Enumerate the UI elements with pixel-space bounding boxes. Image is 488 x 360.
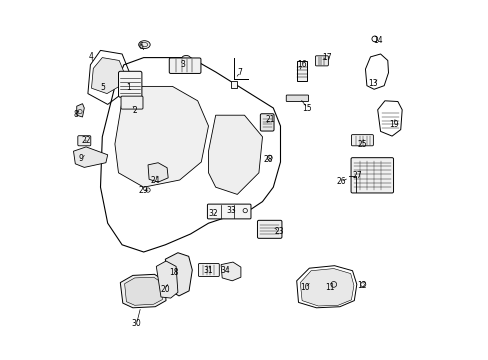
FancyBboxPatch shape [257, 220, 282, 238]
Text: 5: 5 [100, 83, 105, 92]
FancyBboxPatch shape [315, 56, 328, 66]
Text: 14: 14 [373, 36, 383, 45]
PathPatch shape [148, 163, 168, 182]
Text: 29: 29 [138, 186, 147, 195]
PathPatch shape [124, 277, 162, 305]
PathPatch shape [77, 104, 84, 117]
Text: 21: 21 [265, 115, 275, 124]
FancyBboxPatch shape [260, 114, 273, 131]
Text: 25: 25 [357, 140, 366, 149]
Bar [296, 61, 306, 81]
Text: 3: 3 [181, 60, 185, 69]
Text: 32: 32 [207, 209, 217, 217]
PathPatch shape [73, 147, 107, 167]
Text: 30: 30 [131, 320, 141, 328]
Circle shape [330, 282, 336, 287]
Text: 20: 20 [160, 285, 170, 294]
Text: 18: 18 [169, 269, 179, 277]
Text: 11: 11 [324, 283, 333, 292]
Text: 27: 27 [351, 171, 361, 180]
Text: 22: 22 [81, 136, 91, 145]
FancyBboxPatch shape [285, 95, 308, 102]
Text: 17: 17 [322, 53, 331, 62]
Text: 2: 2 [132, 107, 137, 116]
Text: 12: 12 [356, 282, 366, 290]
FancyBboxPatch shape [350, 158, 393, 193]
Text: 19: 19 [388, 120, 398, 129]
Text: 15: 15 [302, 104, 312, 113]
Text: 16: 16 [297, 60, 306, 69]
Text: 9: 9 [79, 154, 83, 163]
Text: 33: 33 [225, 206, 235, 215]
Text: 1: 1 [126, 83, 131, 92]
PathPatch shape [156, 261, 178, 298]
FancyBboxPatch shape [351, 135, 373, 146]
Text: 10: 10 [300, 284, 309, 292]
PathPatch shape [208, 115, 262, 194]
Text: 7: 7 [237, 68, 242, 77]
PathPatch shape [91, 58, 123, 94]
FancyBboxPatch shape [207, 204, 250, 219]
Text: 13: 13 [368, 79, 377, 88]
PathPatch shape [300, 269, 353, 306]
Ellipse shape [139, 41, 150, 49]
Text: 8: 8 [73, 110, 78, 119]
Ellipse shape [182, 55, 190, 62]
Bar [230, 81, 236, 88]
Text: 31: 31 [203, 266, 213, 275]
Text: 34: 34 [221, 266, 230, 275]
PathPatch shape [221, 262, 241, 281]
Text: 26: 26 [335, 177, 345, 186]
PathPatch shape [120, 274, 166, 308]
Text: 23: 23 [274, 227, 284, 236]
FancyBboxPatch shape [118, 71, 142, 97]
Text: 28: 28 [263, 156, 272, 164]
FancyBboxPatch shape [198, 264, 219, 276]
PathPatch shape [165, 253, 192, 296]
FancyBboxPatch shape [169, 58, 201, 73]
FancyBboxPatch shape [78, 136, 91, 146]
FancyBboxPatch shape [121, 96, 142, 109]
Text: 24: 24 [150, 176, 160, 185]
PathPatch shape [115, 86, 208, 187]
Text: 4: 4 [88, 53, 93, 62]
Text: 6: 6 [139, 42, 143, 51]
